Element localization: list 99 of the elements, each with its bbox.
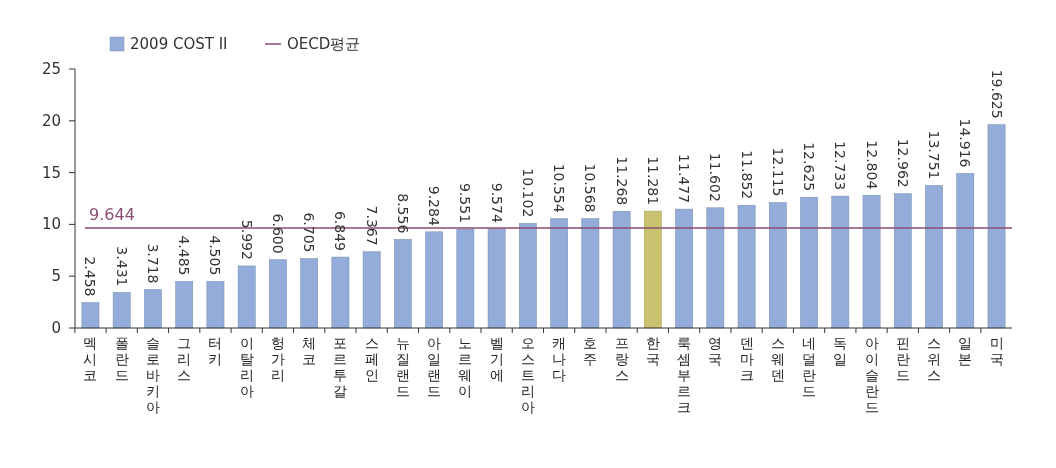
data-label: 11.281 [644,156,661,206]
bar [519,223,537,329]
bar [800,196,818,329]
x-tick-label: 스웨덴 [770,335,785,383]
bar [862,195,881,329]
data-label: 9.284 [426,185,443,226]
x-tick-label: 아일랜드 [427,335,442,399]
data-label: 13.751 [926,130,943,180]
data-label: 10.568 [582,163,599,213]
data-label: 12.804 [863,140,880,190]
x-tick-label: 덴마크 [739,335,754,383]
x-tick-label: 일본 [958,335,973,367]
bar [269,259,287,329]
bar [487,228,506,329]
x-tick-label: 노르웨이 [458,335,473,399]
bar [81,302,100,329]
bar [112,292,131,329]
data-label: 11.602 [707,152,724,202]
x-tick-label: 멕시코 [83,335,98,383]
bar [706,207,725,329]
x-tick-label: 슬로바키아 [145,335,160,415]
y-tick-label: 15 [41,163,61,182]
legend-label: 2009 COST II [130,35,228,53]
bar [362,251,381,329]
data-label: 6.849 [332,210,349,252]
x-tick-label: 영국 [708,335,723,367]
x-tick-label: 한국 [645,335,660,367]
bar [925,185,943,329]
bar [581,218,600,329]
annotation: 9.644 [89,205,135,225]
x-tick-label: 이탈리아 [239,335,254,399]
y-tick-label: 20 [41,111,61,130]
x-tick-label: 헝가리 [270,335,285,383]
y-tick-label: 25 [41,60,61,78]
bar [394,239,412,329]
legend-label: OECD평균 [287,35,361,53]
x-tick-label: 포르투갈 [333,335,348,399]
data-label: 12.733 [832,141,849,191]
x-tick-label: 미국 [989,335,1004,367]
data-label: 7.367 [363,205,380,246]
x-tick-label: 핀란드 [895,335,910,383]
data-label: 12.625 [801,142,818,192]
x-tick-label: 아이슬란드 [864,335,879,415]
bar [175,281,194,329]
data-label: 9.574 [488,182,505,223]
y-tick-label: 5 [51,267,61,286]
data-label: 10.102 [519,168,536,218]
x-tick-label: 체코 [302,335,317,367]
bar [237,265,256,329]
bar [425,231,443,329]
bar [612,211,631,329]
bar [206,281,225,329]
data-label: 6.600 [269,213,286,254]
bar [550,218,568,329]
y-tick-label: 10 [41,215,61,234]
x-tick-label: 호주 [583,335,598,367]
bar [144,289,162,329]
data-label: 11.268 [613,156,630,206]
data-label: 11.852 [738,150,755,200]
data-label: 6.705 [301,212,318,253]
data-label: 4.505 [207,235,224,276]
bar [987,124,1006,329]
x-tick-label: 스페인 [364,335,379,383]
x-tick-label: 그리스 [177,335,192,383]
data-label: 3.718 [144,243,161,284]
bar [300,258,319,329]
x-tick-label: 폴란드 [114,335,129,383]
bar [768,202,787,329]
data-label: 10.554 [551,163,568,213]
bar [737,204,756,329]
bar [675,208,693,329]
x-tick-label: 뉴질랜드 [395,335,410,399]
data-label: 4.485 [176,235,193,276]
x-tick-label: 독일 [833,335,848,367]
bar [831,195,850,329]
y-tick-label: 0 [51,319,61,337]
data-label: 11.477 [676,154,693,204]
x-tick-label: 오스트리아 [520,335,535,415]
data-label: 5.992 [238,219,255,260]
data-label: 3.431 [113,246,130,287]
x-tick-label: 캐나다 [552,335,567,383]
data-label: 12.115 [769,147,786,197]
x-tick-label: 네덜란드 [802,335,817,399]
x-tick-label: 터키 [208,335,223,367]
data-label: 12.962 [894,138,911,188]
bar [456,228,475,329]
bar [893,193,912,329]
data-label: 8.556 [394,193,411,234]
x-tick-label: 프랑스 [614,335,629,383]
data-label: 14.916 [957,118,974,168]
bar [956,173,975,329]
x-tick-label: 룩셈부르크 [677,335,692,415]
x-tick-label: 스위스 [927,335,942,383]
data-label: 9.551 [457,182,474,224]
x-tick-label: 벨기에 [489,335,504,383]
data-label: 19.625 [988,69,1005,119]
data-label: 2.458 [82,256,99,297]
bar [644,210,662,329]
bar [331,256,350,329]
